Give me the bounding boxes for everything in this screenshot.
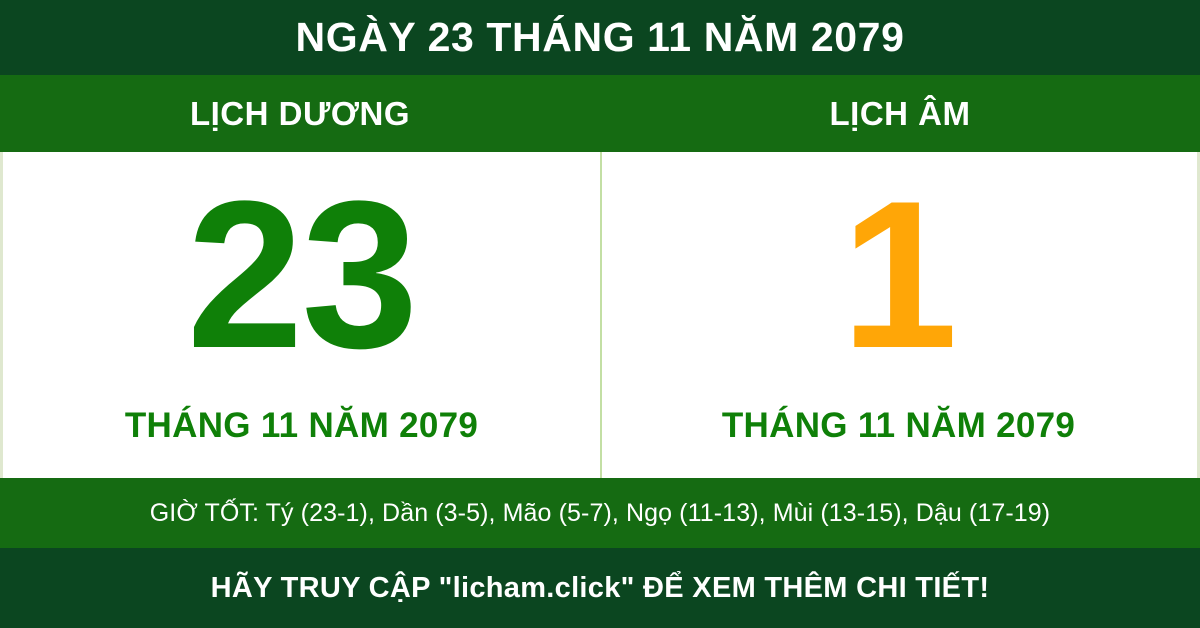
good-hours-text: GIỜ TỐT: Tý (23-1), Dần (3-5), Mão (5-7)… [149,498,1051,527]
column-header-band: LỊCH DƯƠNG LỊCH ÂM [0,75,1200,152]
footer-band: HÃY TRUY CẬP "licham.click" ĐỂ XEM THÊM … [0,548,1200,628]
dates-body: 23 THÁNG 11 NĂM 2079 1 THÁNG 11 NĂM 2079 [0,152,1200,478]
lunar-day-number: 1 [841,156,958,392]
solar-column: 23 THÁNG 11 NĂM 2079 [3,152,600,478]
footer-call-to-action: HÃY TRUY CẬP "licham.click" ĐỂ XEM THÊM … [210,571,990,604]
good-hours-band: GIỜ TỐT: Tý (23-1), Dần (3-5), Mão (5-7)… [0,478,1200,548]
solar-day-number: 23 [186,156,419,392]
page-title: NGÀY 23 THÁNG 11 NĂM 2079 [295,14,905,60]
solar-month-year: THÁNG 11 NĂM 2079 [124,406,479,445]
header-band: NGÀY 23 THÁNG 11 NĂM 2079 [0,0,1200,75]
column-divider [600,152,602,478]
column-heading-solar: LỊCH DƯƠNG [189,95,410,132]
lunar-column: 1 THÁNG 11 NĂM 2079 [600,152,1197,478]
lunar-month-year: THÁNG 11 NĂM 2079 [721,406,1076,445]
column-heading-lunar: LỊCH ÂM [829,95,971,132]
